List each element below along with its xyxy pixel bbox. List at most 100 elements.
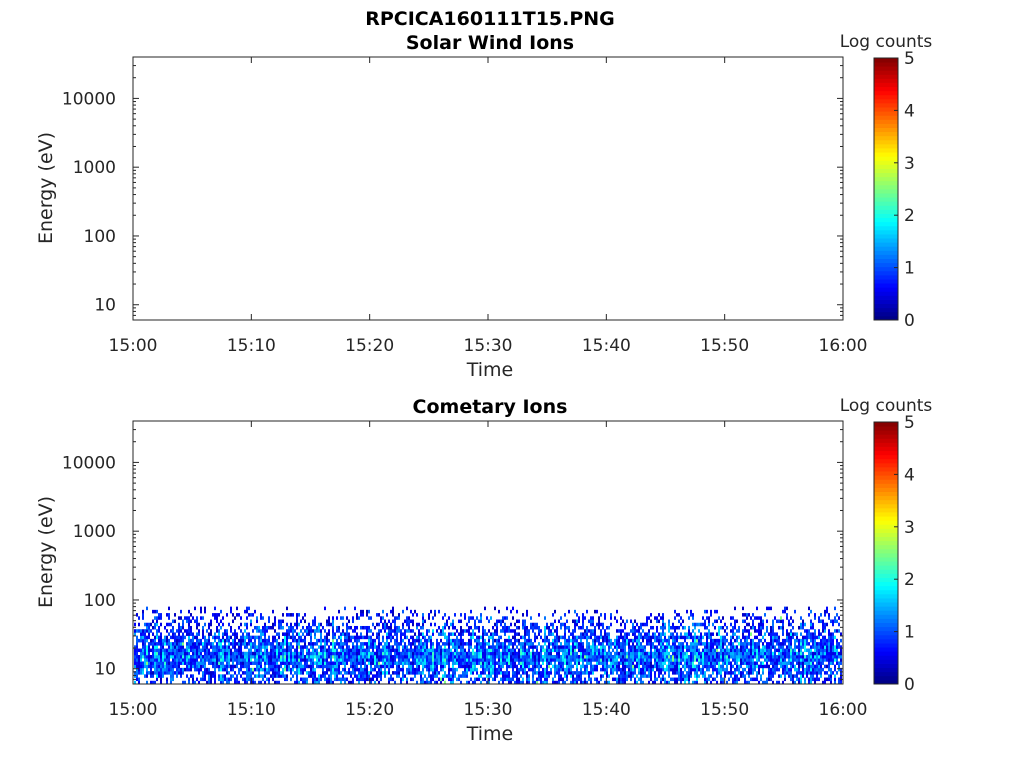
heatmap-cell [456,658,458,662]
heatmap-cell [686,645,688,649]
heatmap-cell [298,645,300,649]
heatmap-cell [232,651,234,656]
heatmap-cell [286,642,288,646]
heatmap-cell [158,635,160,640]
heatmap-cell [370,645,372,649]
heatmap-cell [778,625,780,630]
heatmap-cell [776,642,778,646]
heatmap-cell [154,671,156,675]
heatmap-cell [362,609,364,614]
heatmap-cell [710,680,712,685]
heatmap-cell [514,654,516,659]
heatmap-cell [300,651,302,656]
heatmap-cell [270,648,272,653]
heatmap-cell [460,658,462,662]
heatmap-cell [226,613,228,617]
heatmap-cell [206,638,208,643]
heatmap-cell [342,629,344,633]
heatmap-cell [158,642,160,646]
heatmap-cell [532,651,534,656]
heatmap-cell [322,664,324,669]
heatmap-cell [642,680,644,685]
heatmap-cell [204,645,206,649]
heatmap-cell [172,648,174,653]
heatmap-cell [550,651,552,656]
heatmap-cell [188,625,190,630]
heatmap-cell [558,658,560,662]
heatmap-cell [474,638,476,643]
heatmap-cell [248,667,250,672]
heatmap-cell [324,677,326,682]
heatmap-cell [140,664,142,669]
heatmap-cell [360,654,362,659]
heatmap-cell [448,658,450,662]
heatmap-cell [186,645,188,649]
heatmap-cell [498,658,500,662]
heatmap-cell [208,638,210,643]
heatmap-cell [768,606,770,611]
heatmap-cell [706,664,708,669]
heatmap-cell [450,622,452,627]
heatmap-cell [530,651,532,656]
heatmap-cell [296,632,298,636]
heatmap-cell [516,671,518,675]
heatmap-cell [450,648,452,653]
heatmap-cell [276,667,278,672]
heatmap-cell [324,642,326,646]
heatmap-cell [186,667,188,672]
heatmap-cell [484,606,486,611]
heatmap-cell [262,625,264,630]
heatmap-cell [154,664,156,669]
heatmap-cell [192,642,194,646]
heatmap-cell [406,671,408,675]
heatmap-cell [418,629,420,633]
heatmap-cell [512,606,514,611]
heatmap-cell [370,658,372,662]
heatmap-cell [216,654,218,659]
heatmap-cell [434,680,436,685]
heatmap-cell [382,658,384,662]
heatmap-cell [370,664,372,669]
heatmap-cell [294,671,296,675]
heatmap-cell [568,645,570,649]
heatmap-cell [242,677,244,682]
heatmap-cell [156,661,158,665]
heatmap-cell [278,645,280,649]
heatmap-cell [148,654,150,659]
heatmap-cell [432,645,434,649]
heatmap-cell [780,619,782,624]
heatmap-cell [228,622,230,627]
heatmap-cell [260,638,262,643]
heatmap-cell [178,622,180,627]
heatmap-cell [174,645,176,649]
heatmap-cell [226,632,228,636]
heatmap-cell [526,651,528,656]
heatmap-cell [338,677,340,682]
heatmap-cell [568,651,570,656]
heatmap-cell [530,658,532,662]
heatmap-cell [766,664,768,669]
heatmap-cell [332,661,334,665]
heatmap-cell [628,645,630,649]
heatmap-cell [286,606,288,611]
heatmap-cell [606,671,608,675]
heatmap-cell [554,609,556,614]
heatmap-cell [168,664,170,669]
heatmap-cell [270,651,272,656]
heatmap-cell [422,671,424,675]
heatmap-cell [472,658,474,662]
heatmap-cell [224,664,226,669]
heatmap-cell [580,635,582,640]
heatmap-cell [720,658,722,662]
heatmap-cell [624,667,626,672]
heatmap-cell [340,642,342,646]
heatmap-cell [316,651,318,656]
heatmap-cell [776,667,778,672]
heatmap-cell [760,648,762,653]
heatmap-cell [568,635,570,640]
heatmap-cell [672,622,674,627]
heatmap-cell [628,632,630,636]
heatmap-cell [388,619,390,624]
heatmap-cell [420,677,422,682]
heatmap-cell [488,645,490,649]
